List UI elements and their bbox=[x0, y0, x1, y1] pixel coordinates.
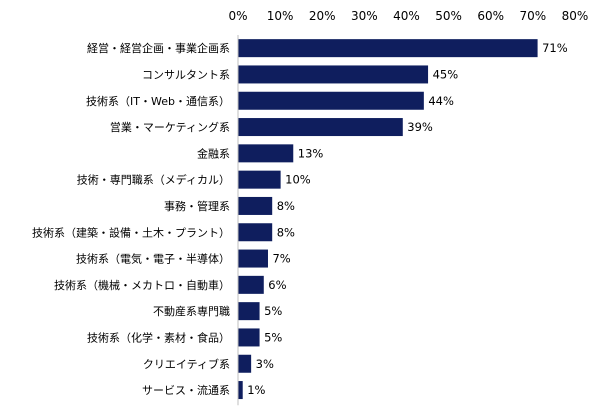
bar bbox=[238, 381, 243, 400]
bar-row: 技術・専門職系（メディカル） 10% bbox=[77, 170, 311, 189]
x-axis-ticks: 0% 10% 20% 30% 40% 50% 60% 70% 80% bbox=[228, 9, 588, 23]
bar-row: 技術系（IT・Web・通信系） 44% bbox=[86, 91, 454, 110]
bar bbox=[238, 39, 538, 58]
bar bbox=[238, 144, 294, 163]
category-label: 技術系（建築・設備・土木・プラント） bbox=[32, 225, 230, 239]
value-label: 5% bbox=[264, 304, 282, 318]
category-label: 技術系（電気・電子・半導体） bbox=[76, 252, 230, 266]
bar bbox=[238, 302, 260, 321]
category-label: 技術系（IT・Web・通信系） bbox=[86, 95, 230, 108]
category-label: 技術系（機械・メカトロ・自動車） bbox=[54, 278, 230, 292]
category-label: 経営・経営企画・事業企画系 bbox=[87, 41, 230, 55]
category-label: 事務・管理系 bbox=[164, 199, 230, 213]
bar-row: 事務・管理系 8% bbox=[164, 196, 295, 215]
x-tick-label: 70% bbox=[520, 9, 547, 23]
bar bbox=[238, 354, 252, 373]
bar bbox=[238, 91, 424, 110]
value-label: 5% bbox=[264, 330, 282, 344]
value-label: 8% bbox=[277, 199, 295, 213]
bar bbox=[238, 275, 264, 294]
bar-row: 金融系 13% bbox=[197, 144, 324, 163]
bar bbox=[238, 170, 281, 189]
x-tick-label: 20% bbox=[309, 9, 336, 23]
value-label: 71% bbox=[542, 41, 568, 55]
bar-row: 経営・経営企画・事業企画系 71% bbox=[87, 39, 568, 58]
category-label: クリエイティブ系 bbox=[143, 357, 230, 371]
bar-row: 営業・マーケティング系 39% bbox=[110, 118, 433, 137]
value-label: 13% bbox=[298, 146, 324, 160]
bar bbox=[238, 328, 260, 347]
bar bbox=[238, 118, 403, 137]
bar bbox=[238, 65, 429, 84]
category-label: 金融系 bbox=[197, 146, 230, 160]
x-tick-label: 0% bbox=[228, 9, 247, 23]
category-label: 技術系（化学・素材・食品） bbox=[87, 330, 230, 344]
bar-row: 技術系（機械・メカトロ・自動車） 6% bbox=[54, 275, 287, 294]
bar-row: 技術系（建築・設備・土木・プラント） 8% bbox=[32, 223, 295, 242]
x-tick-label: 40% bbox=[393, 9, 420, 23]
x-tick-label: 50% bbox=[435, 9, 462, 23]
category-label: 不動産系専門職 bbox=[153, 304, 230, 318]
bar-row: 技術系（化学・素材・食品） 5% bbox=[87, 328, 282, 347]
value-label: 8% bbox=[277, 225, 295, 239]
category-label: コンサルタント系 bbox=[142, 68, 230, 81]
bar bbox=[238, 223, 273, 242]
category-label: サービス・流通系 bbox=[142, 383, 230, 397]
category-label: 営業・マーケティング系 bbox=[110, 120, 230, 134]
value-label: 1% bbox=[247, 383, 265, 397]
x-tick-label: 30% bbox=[351, 9, 378, 23]
bar-rows: 経営・経営企画・事業企画系 71% コンサルタント系 45% 技術系（IT・Web・通信… bbox=[32, 39, 568, 400]
value-label: 10% bbox=[285, 173, 311, 187]
value-label: 45% bbox=[433, 67, 459, 81]
x-tick-label: 10% bbox=[267, 9, 294, 23]
value-label: 7% bbox=[272, 252, 290, 266]
value-label: 6% bbox=[268, 278, 286, 292]
value-label: 39% bbox=[407, 120, 433, 134]
bar-row: サービス・流通系 1% bbox=[142, 381, 266, 400]
value-label: 44% bbox=[428, 94, 454, 108]
bar bbox=[238, 196, 273, 215]
bar-row: 技術系（電気・電子・半導体） 7% bbox=[76, 249, 291, 268]
bar bbox=[238, 249, 268, 268]
bar-row: 不動産系専門職 5% bbox=[153, 302, 282, 321]
x-tick-label: 80% bbox=[562, 9, 589, 23]
x-tick-label: 60% bbox=[477, 9, 504, 23]
bar-row: コンサルタント系 45% bbox=[142, 65, 459, 84]
value-label: 3% bbox=[256, 357, 274, 371]
bar-row: クリエイティブ系 3% bbox=[143, 354, 274, 373]
category-label: 技術・専門職系（メディカル） bbox=[77, 173, 230, 187]
